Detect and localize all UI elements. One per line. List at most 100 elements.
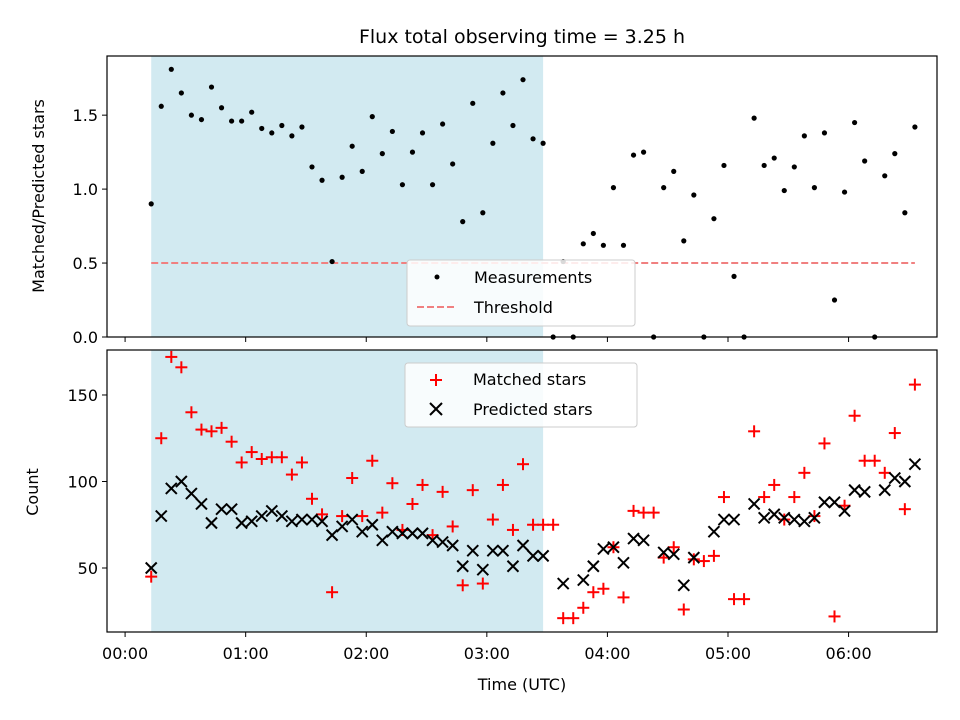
data-point — [168, 66, 174, 72]
data-point — [788, 491, 801, 504]
data-point — [506, 560, 520, 573]
data-point — [540, 140, 546, 146]
data-point — [667, 541, 680, 554]
data-point — [496, 544, 510, 557]
data-point — [747, 497, 761, 511]
data-point — [590, 230, 596, 237]
data-point — [556, 577, 570, 590]
data-point — [527, 518, 540, 531]
data-point — [862, 158, 868, 164]
data-point — [677, 603, 690, 616]
data-point — [366, 454, 379, 467]
data-point — [466, 484, 479, 497]
data-point — [630, 152, 637, 158]
legend-matched-stars: Matched stars — [473, 370, 586, 389]
data-point — [379, 151, 385, 157]
data-point — [838, 504, 851, 518]
data-point — [429, 182, 436, 188]
data-point — [215, 421, 228, 434]
data-point — [908, 457, 922, 471]
data-point — [305, 492, 318, 505]
data-point — [801, 133, 807, 139]
data-point — [687, 553, 700, 566]
data-point — [305, 513, 319, 526]
data-point — [821, 130, 828, 136]
data-point — [466, 544, 479, 557]
data-point — [245, 515, 258, 528]
data-point — [165, 482, 178, 495]
data-point — [768, 478, 781, 491]
data-point — [587, 560, 600, 573]
data-point — [587, 586, 600, 599]
data-point — [791, 164, 797, 170]
data-point — [506, 523, 519, 536]
data-point — [738, 593, 751, 606]
data-point — [339, 174, 345, 180]
data-point — [285, 515, 299, 528]
data-point — [781, 187, 787, 194]
data-point — [536, 549, 550, 563]
data-point — [416, 478, 429, 491]
data-point — [627, 504, 640, 517]
data-point — [325, 528, 339, 542]
bottom-series-predicted-stars — [145, 457, 922, 592]
top-series-measurements — [148, 66, 918, 340]
legend-threshold: Threshold — [473, 298, 553, 317]
bottom-ytick-label: 50 — [78, 559, 98, 578]
data-point — [818, 496, 831, 509]
data-point — [526, 549, 540, 563]
data-point — [691, 192, 697, 198]
data-point — [175, 475, 188, 488]
data-point — [225, 502, 238, 516]
data-point — [717, 513, 731, 526]
data-point — [155, 509, 168, 523]
data-point — [537, 518, 550, 531]
data-point — [436, 535, 449, 549]
data-point — [145, 570, 158, 583]
top-ytick-label: 0.5 — [73, 254, 98, 273]
xtick-label: 01:00 — [223, 644, 269, 663]
data-point — [480, 210, 486, 216]
data-point — [399, 182, 406, 188]
data-point — [255, 509, 268, 523]
data-point — [771, 155, 777, 161]
data-point — [275, 451, 288, 464]
data-point — [677, 579, 690, 592]
data-point — [198, 116, 205, 123]
data-point — [326, 586, 339, 599]
data-point — [727, 513, 741, 526]
xtick-label: 05:00 — [705, 644, 751, 663]
bottom-series-matched-stars — [145, 350, 921, 625]
data-point — [369, 114, 375, 120]
data-point — [516, 539, 530, 552]
data-point — [356, 510, 369, 523]
data-point — [175, 361, 188, 374]
data-point — [517, 458, 530, 471]
data-point — [265, 504, 279, 518]
data-point — [697, 555, 710, 568]
data-point — [476, 563, 490, 576]
data-point — [707, 525, 721, 538]
data-point — [620, 242, 627, 248]
data-point — [808, 510, 821, 523]
data-point — [818, 437, 831, 450]
data-point — [295, 456, 308, 469]
data-point — [788, 513, 801, 526]
data-point — [617, 591, 630, 604]
data-point — [215, 502, 228, 516]
bottom-ytick-label: 150 — [67, 386, 98, 405]
data-point — [440, 121, 446, 127]
data-point — [547, 518, 560, 531]
data-point — [235, 516, 248, 530]
data-point — [496, 478, 509, 491]
data-point — [768, 508, 781, 521]
data-point — [808, 511, 821, 525]
data-point — [329, 258, 335, 265]
data-point — [279, 122, 285, 129]
data-point — [165, 350, 178, 363]
bottom-axes-frame — [106, 349, 938, 633]
data-point — [831, 297, 838, 303]
data-point — [902, 210, 908, 216]
data-point — [486, 544, 500, 557]
